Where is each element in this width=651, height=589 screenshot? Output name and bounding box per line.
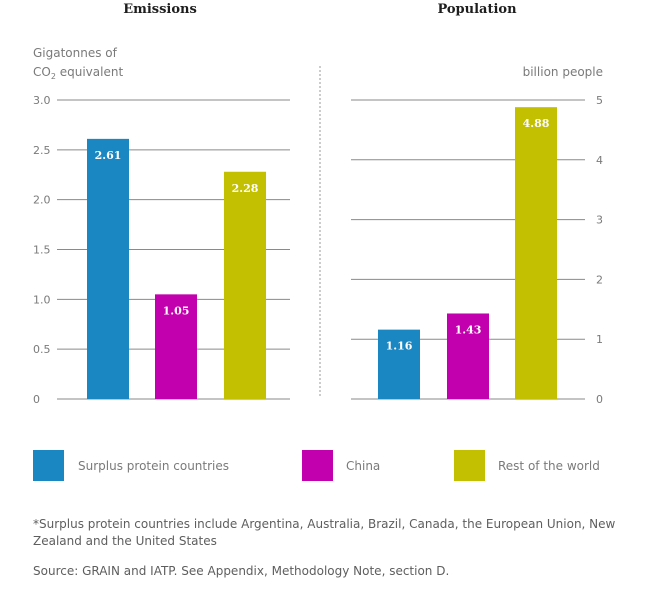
pop-bar-2 (447, 313, 489, 399)
em-bar-1 (87, 138, 129, 399)
emissions-bars (87, 138, 266, 399)
pop-bar-3 (515, 107, 557, 400)
emissions-ylabel-line2: CO2 equivalent (33, 65, 123, 81)
em-value-label-1: 2.61 (95, 149, 122, 162)
emissions-ylabel-line1: Gigatonnes of (33, 46, 118, 60)
source-note: Source: GRAIN and IATP. See Appendix, Me… (33, 564, 450, 578)
pop-tick-label: 0 (596, 393, 603, 406)
pop-value-label-2: 1.43 (455, 323, 482, 336)
pop-tick-label: 2 (596, 273, 603, 286)
em-tick-label: 0.5 (33, 343, 51, 356)
em-bar-3 (224, 171, 266, 399)
em-tick-label: 3.0 (33, 94, 51, 107)
em-tick-label: 2.5 (33, 144, 51, 157)
population-ylabel: billion people (523, 65, 603, 79)
legend-label-rest: Rest of the world (498, 459, 600, 473)
population-value-labels: 1.16 1.43 4.88 (386, 117, 550, 352)
pop-value-label-1: 1.16 (386, 340, 413, 353)
em-tick-label: 0 (33, 393, 40, 406)
population-title: Population (437, 2, 517, 17)
legend-swatch-surplus (33, 450, 64, 481)
co2-subscript: 2 (51, 72, 56, 81)
em-tick-label: 1.0 (33, 293, 51, 306)
em-value-label-3: 2.28 (232, 182, 259, 195)
em-bar-2 (155, 294, 197, 399)
co2-suffix: equivalent (56, 65, 124, 79)
emissions-value-labels: 2.61 1.05 2.28 (95, 149, 259, 317)
population-tick-labels: 0 1 2 3 4 5 (596, 94, 603, 406)
legend-label-surplus: Surplus protein countries (78, 459, 229, 473)
co2-prefix: CO (33, 65, 51, 79)
emissions-title: Emissions (123, 2, 197, 17)
pop-tick-label: 3 (596, 214, 603, 227)
em-value-label-2: 1.05 (163, 304, 190, 317)
pop-tick-label: 1 (596, 333, 603, 346)
pop-bar-1 (378, 329, 420, 399)
population-bars (378, 107, 557, 400)
em-tick-label: 2.0 (33, 194, 51, 207)
pop-tick-label: 5 (596, 94, 603, 107)
footnote: *Surplus protein countries include Argen… (33, 517, 616, 548)
legend-label-china: China (346, 459, 380, 473)
legend-swatch-china (302, 450, 333, 481)
pop-value-label-3: 4.88 (523, 117, 550, 130)
legend-swatch-rest (454, 450, 485, 481)
emissions-tick-labels: 0 0.5 1.0 1.5 2.0 2.5 3.0 (33, 94, 51, 406)
em-tick-label: 1.5 (33, 244, 51, 257)
pop-tick-label: 4 (596, 154, 603, 167)
legend: Surplus protein countries China Rest of … (33, 450, 600, 481)
